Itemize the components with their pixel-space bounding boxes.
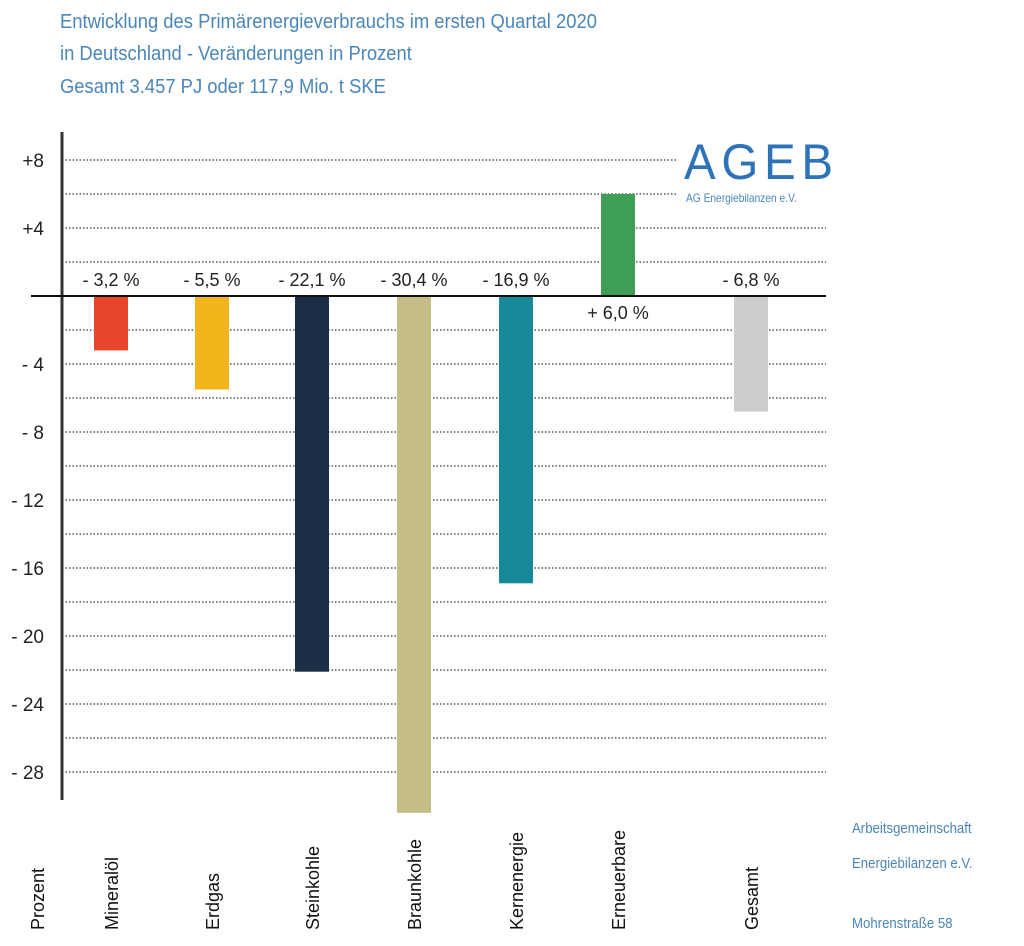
category-label: Kernenergie <box>507 832 527 930</box>
category-label: Braunkohle <box>405 839 425 930</box>
ageb-logo: AGEB <box>684 134 839 190</box>
y-axis-label: Prozent <box>28 868 48 930</box>
y-tick-label: +4 <box>22 219 44 240</box>
bars <box>94 194 768 813</box>
bar-steinkohle <box>295 296 329 672</box>
data-label: - 16,9 % <box>482 270 549 290</box>
data-label: - 22,1 % <box>278 270 345 290</box>
category-label: Erdgas <box>203 873 223 930</box>
bar-kernenergie <box>499 296 533 584</box>
bar-gesamt <box>734 296 768 412</box>
footer-org-line-1: Arbeitsgemeinschaft <box>852 820 972 837</box>
ageb-logo-subtitle: AG Energiebilanzen e.V. <box>686 191 797 205</box>
footer-org-line-2: Energiebilanzen e.V. <box>852 855 973 872</box>
data-label: + 6,0 % <box>587 303 649 323</box>
category-label: Steinkohle <box>303 846 323 930</box>
chart-title-line-2: in Deutschland - Veränderungen in Prozen… <box>60 43 412 65</box>
bar-mineralöl <box>94 296 128 351</box>
data-label: - 3,2 % <box>82 270 139 290</box>
bar-braunkohle <box>397 296 431 813</box>
y-tick-label: - 20 <box>11 627 44 648</box>
y-tick-label: - 4 <box>22 355 45 376</box>
y-tick-label: +8 <box>22 151 44 172</box>
bar-erneuerbare <box>601 194 635 296</box>
gridlines <box>62 159 826 773</box>
y-tick-label: - 16 <box>11 559 44 580</box>
data-label: - 30,4 % <box>380 270 447 290</box>
footer-address: Mohrenstraße 58 <box>852 915 953 932</box>
data-label: - 5,5 % <box>183 270 240 290</box>
chart-subtitle: Gesamt 3.457 PJ oder 117,9 Mio. t SKE <box>60 76 386 98</box>
category-label: Mineralöl <box>102 857 122 930</box>
y-tick-label: - 12 <box>11 491 44 512</box>
category-label: Gesamt <box>742 867 762 930</box>
y-tick-label: - 24 <box>11 695 44 716</box>
chart-title-line-1: Entwicklung des Primärenergieverbrauchs … <box>60 11 597 33</box>
y-tick-label: - 28 <box>11 763 44 784</box>
category-label: Erneuerbare <box>609 830 629 930</box>
bar-erdgas <box>195 296 229 390</box>
labels: +8 +4 - 4 - 8 - 12 - 16 - 20 - 24 - 28 - 3,2 % - 5… <box>11 151 779 930</box>
axes <box>31 132 826 800</box>
data-label: - 6,8 % <box>722 270 779 290</box>
y-tick-label: - 8 <box>22 423 44 444</box>
